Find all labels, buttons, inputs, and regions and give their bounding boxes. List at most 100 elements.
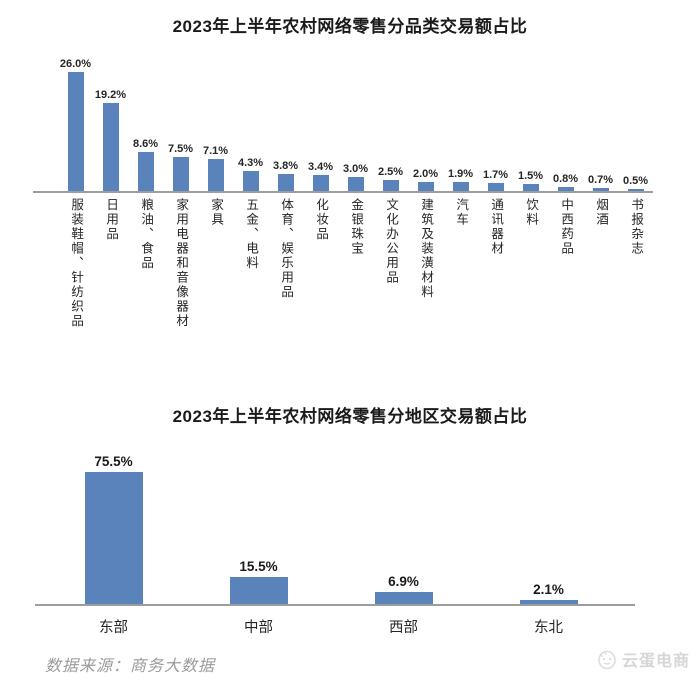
- category-label: 文化办公用品: [384, 198, 399, 285]
- chart-region-x-axis-labels: 东部 中部 西部 东北: [41, 616, 621, 637]
- bar-column: 1.7%: [478, 48, 513, 191]
- category-label: 家具: [209, 198, 224, 227]
- bar: [557, 187, 574, 191]
- category-label: 东北: [534, 620, 563, 636]
- category-label: 五金、电料: [244, 198, 259, 271]
- category-label: 中部: [244, 620, 273, 636]
- category-label: 体育、娱乐用品: [279, 198, 294, 300]
- bar-value-label: 15.5%: [239, 558, 278, 574]
- category-label-cell: 日用品: [93, 198, 128, 242]
- bar: [519, 600, 578, 604]
- bar-value-label: 2.0%: [412, 167, 439, 180]
- bar-value-label: 75.5%: [94, 453, 133, 469]
- bar-value-label: 0.8%: [552, 173, 579, 186]
- bar-column: 8.6%: [128, 48, 163, 191]
- category-label-cell: 中部: [186, 616, 331, 637]
- watermark-text: 云蛋电商: [621, 653, 690, 670]
- bar-value-label: 1.9%: [447, 168, 474, 181]
- bar-value-label: 4.3%: [237, 157, 264, 170]
- bar-value-label: 19.2%: [94, 89, 127, 102]
- bar-column: 0.8%: [548, 48, 583, 191]
- category-label: 书报杂志: [629, 198, 644, 256]
- category-label-cell: 金银珠宝: [338, 198, 373, 256]
- category-label-cell: 东北: [476, 616, 621, 637]
- bar-value-label: 3.8%: [272, 159, 299, 172]
- bar: [592, 187, 609, 191]
- bar: [67, 71, 84, 191]
- data-source-note: 数据来源：商务大数据: [45, 658, 216, 675]
- bar-column: 0.7%: [583, 48, 618, 191]
- bar: [347, 177, 364, 191]
- bar-column: 75.5%: [41, 450, 186, 604]
- chart-category-title: 2023年上半年农村网络零售分品类交易额占比: [172, 17, 528, 36]
- category-label-cell: 体育、娱乐用品: [268, 198, 303, 300]
- bar-value-label: 1.7%: [482, 169, 509, 182]
- bar: [627, 188, 644, 191]
- bar-column: 3.0%: [338, 48, 373, 191]
- bar-value-label: 2.1%: [533, 582, 564, 598]
- bar-column: 3.8%: [268, 48, 303, 191]
- bar-value-label: 26.0%: [59, 57, 92, 70]
- category-label: 中西药品: [559, 198, 574, 256]
- bar: [137, 151, 154, 191]
- chart-category-plot: 26.0% 19.2% 8.6% 7.5% 7.1% 4.3% 3.8% 3.4% 3.0% 2.…: [58, 48, 653, 191]
- category-label: 汽车: [454, 198, 469, 227]
- category-label: 通讯器材: [489, 198, 504, 256]
- bar-column: 7.1%: [198, 48, 233, 191]
- bar: [312, 175, 329, 191]
- category-label-cell: 西部: [331, 616, 476, 637]
- chart-category-x-axis-line: [33, 191, 653, 193]
- bar-value-label: 1.5%: [517, 170, 544, 183]
- bar-column: 2.5%: [373, 48, 408, 191]
- category-label-cell: 饮料: [513, 198, 548, 227]
- bar-column: 4.3%: [233, 48, 268, 191]
- bar-column: 1.5%: [513, 48, 548, 191]
- chart-region-plot: 75.5% 15.5% 6.9% 2.1%: [41, 450, 621, 604]
- chart-region-x-axis-line: [35, 604, 635, 606]
- bar: [172, 156, 189, 191]
- bar: [229, 576, 288, 604]
- bar-value-label: 3.4%: [307, 161, 334, 174]
- bar: [417, 181, 434, 191]
- bar-column: 2.0%: [408, 48, 443, 191]
- bar: [102, 103, 119, 191]
- category-label-cell: 汽车: [443, 198, 478, 227]
- bar-column: 6.9%: [331, 450, 476, 604]
- category-label: 粮油、食品: [139, 198, 154, 271]
- category-label-cell: 粮油、食品: [128, 198, 163, 271]
- watermark: 云蛋电商: [596, 647, 690, 671]
- category-label-cell: 书报杂志: [618, 198, 653, 256]
- category-label-cell: 中西药品: [548, 198, 583, 256]
- bar-column: 26.0%: [58, 48, 93, 191]
- bar-value-label: 8.6%: [132, 137, 159, 150]
- bar: [277, 173, 294, 191]
- category-label-cell: 家用电器和音像器材: [163, 198, 198, 329]
- bar-value-label: 0.7%: [587, 173, 614, 186]
- bar-value-label: 0.5%: [622, 174, 649, 187]
- category-label-cell: 家具: [198, 198, 233, 227]
- category-label: 建筑及装潢材料: [419, 198, 434, 300]
- bar-column: 19.2%: [93, 48, 128, 191]
- bar-value-label: 2.5%: [377, 165, 404, 178]
- bar-column: 15.5%: [186, 450, 331, 604]
- category-label: 金银珠宝: [349, 198, 364, 256]
- category-label: 西部: [389, 620, 418, 636]
- bar: [374, 591, 433, 604]
- chart-region-title: 2023年上半年农村网络零售分地区交易额占比: [172, 407, 528, 426]
- bar-value-label: 7.5%: [167, 142, 194, 155]
- bar-value-label: 6.9%: [388, 573, 419, 589]
- bar: [242, 171, 259, 191]
- bar-column: 1.9%: [443, 48, 478, 191]
- bar: [522, 184, 539, 191]
- bar-value-label: 3.0%: [342, 163, 369, 176]
- category-label-cell: 建筑及装潢材料: [408, 198, 443, 300]
- bar-value-label: 7.1%: [202, 144, 229, 157]
- category-label-cell: 烟酒: [583, 198, 618, 227]
- yundan-mascot-icon: [596, 648, 618, 670]
- category-label-cell: 东部: [41, 616, 186, 637]
- bar-column: 3.4%: [303, 48, 338, 191]
- category-label-cell: 五金、电料: [233, 198, 268, 271]
- bar-column: 2.1%: [476, 450, 621, 604]
- bar: [84, 471, 143, 604]
- category-label: 日用品: [104, 198, 119, 242]
